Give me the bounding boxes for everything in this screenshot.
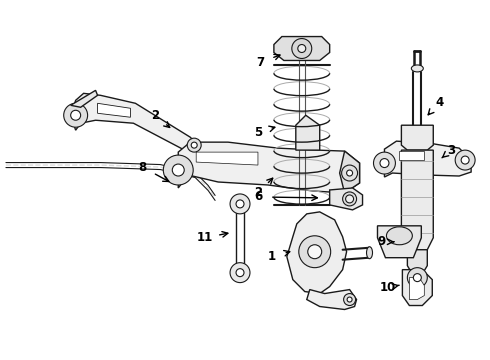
Polygon shape <box>196 152 258 165</box>
Text: 2: 2 <box>254 186 262 199</box>
Circle shape <box>455 150 475 170</box>
Circle shape <box>407 268 427 288</box>
Text: 11: 11 <box>197 231 213 244</box>
Circle shape <box>343 293 356 306</box>
Polygon shape <box>71 90 98 107</box>
Text: 8: 8 <box>138 161 147 174</box>
Circle shape <box>230 263 250 283</box>
Circle shape <box>414 274 421 282</box>
Text: 6: 6 <box>254 190 262 203</box>
Polygon shape <box>385 141 471 177</box>
Circle shape <box>346 170 353 176</box>
Polygon shape <box>71 93 198 153</box>
Circle shape <box>230 194 250 214</box>
Text: 1: 1 <box>268 250 276 263</box>
Polygon shape <box>401 125 433 150</box>
Polygon shape <box>377 226 421 258</box>
Circle shape <box>191 142 197 148</box>
Polygon shape <box>274 37 330 60</box>
Circle shape <box>187 138 201 152</box>
Circle shape <box>347 297 352 302</box>
Circle shape <box>71 110 81 120</box>
Polygon shape <box>399 151 424 160</box>
Ellipse shape <box>367 247 372 259</box>
Text: 10: 10 <box>379 281 395 294</box>
Circle shape <box>461 156 469 164</box>
Circle shape <box>236 269 244 276</box>
Circle shape <box>342 165 358 181</box>
Circle shape <box>345 195 354 203</box>
Polygon shape <box>407 250 427 276</box>
Polygon shape <box>340 151 360 193</box>
Text: 9: 9 <box>377 235 386 248</box>
Circle shape <box>380 159 389 167</box>
Polygon shape <box>98 103 130 117</box>
Text: 4: 4 <box>435 96 443 109</box>
Circle shape <box>299 236 331 268</box>
Polygon shape <box>296 115 319 150</box>
Text: 2: 2 <box>151 109 159 122</box>
Ellipse shape <box>412 65 423 72</box>
Ellipse shape <box>343 192 357 206</box>
Polygon shape <box>402 270 432 306</box>
Polygon shape <box>287 212 346 293</box>
Polygon shape <box>409 278 424 300</box>
Text: 7: 7 <box>256 56 264 69</box>
Polygon shape <box>330 188 363 210</box>
Circle shape <box>292 39 312 58</box>
Circle shape <box>373 152 395 174</box>
Circle shape <box>236 200 244 208</box>
Circle shape <box>308 245 322 259</box>
Polygon shape <box>307 289 357 310</box>
Circle shape <box>163 155 193 185</box>
Ellipse shape <box>387 227 413 245</box>
Polygon shape <box>401 150 433 250</box>
Text: 3: 3 <box>447 144 455 157</box>
Circle shape <box>64 103 88 127</box>
Circle shape <box>298 45 306 53</box>
Text: 5: 5 <box>254 126 262 139</box>
Circle shape <box>172 164 184 176</box>
Polygon shape <box>178 142 360 193</box>
